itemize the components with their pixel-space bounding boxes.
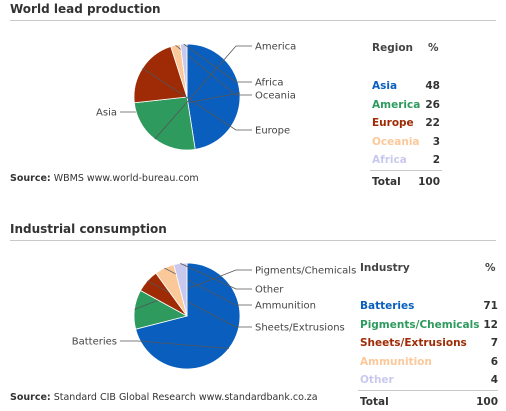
- table-row-value-batteries: 71: [483, 300, 498, 312]
- source-label: Source:: [10, 173, 51, 184]
- leader-line-oceania: [175, 44, 252, 96]
- total-label: Total: [360, 396, 389, 408]
- table-row-label-africa: Africa: [372, 154, 407, 166]
- pie-label-asia: Asia: [96, 108, 117, 119]
- total-divider: [358, 390, 498, 391]
- total-divider: [370, 170, 442, 171]
- source-text: WBMS www.world-bureau.com: [53, 173, 199, 184]
- industry-column-header: Industry: [360, 262, 410, 274]
- table-row-label-pigments-chemicals: Pigments/Chemicals: [360, 318, 480, 331]
- leader-line-america: [154, 45, 252, 140]
- pie-slice-america: [133, 96, 196, 151]
- leader-line-other: [180, 263, 252, 290]
- region-column-header: Region: [372, 42, 414, 54]
- pie-label-africa: Africa: [255, 78, 284, 89]
- world-lead-production-pie: Asia America Europe Oceania Africa: [96, 42, 296, 151]
- leader-line-africa: [183, 43, 252, 83]
- table-row-label-oceania: Oceania: [372, 135, 420, 148]
- consumption-source: Source: Standard CIB Global Research www…: [10, 392, 318, 403]
- percent-column-header: %: [428, 42, 439, 54]
- pie-slice-other: [173, 262, 188, 317]
- pie-label-pigments-chemicals: Pigments/Chemicals: [255, 266, 356, 277]
- source-label: Source:: [10, 392, 51, 403]
- industrial-consumption-pie: Batteries Pigments/Chemicals Sheets/Extrus…: [72, 262, 356, 370]
- total-value: 100: [418, 176, 440, 188]
- table-row-label-other: Other: [360, 374, 394, 386]
- pie-label-sheets-extrusions: Sheets/Extrusions: [255, 323, 345, 334]
- leader-line-ammunition: [164, 267, 252, 306]
- table-row-label-batteries: Batteries: [360, 300, 415, 312]
- percent-column-header: %: [485, 262, 496, 274]
- total-label: Total: [372, 176, 401, 188]
- table-row-value-europe: 22: [425, 117, 440, 129]
- table-row-value-sheets-extrusions: 7: [490, 337, 498, 349]
- leader-line-batteries: [120, 340, 229, 349]
- table-row-value-pigments-chemicals: 12: [483, 318, 498, 331]
- pie-label-oceania: Oceania: [255, 91, 296, 102]
- table-row-value-other: 4: [490, 374, 498, 386]
- table-row-label-asia: Asia: [372, 80, 398, 92]
- section-title-consumption: Industrial consumption: [10, 222, 167, 236]
- section-title-production: World lead production: [10, 2, 161, 16]
- table-row-label-ammunition: Ammunition: [360, 355, 432, 368]
- table-row-label-sheets-extrusions: Sheets/Extrusions: [360, 337, 467, 349]
- pie-label-europe: Europe: [255, 126, 290, 137]
- total-value: 100: [476, 396, 498, 408]
- pie-slice-asia: [186, 43, 241, 150]
- table-row-value-ammunition: 6: [490, 355, 498, 368]
- pie-label-batteries: Batteries: [72, 337, 117, 348]
- table-row-value-asia: 48: [425, 80, 440, 92]
- table-row-value-oceania: 3: [432, 135, 440, 148]
- table-row-value-america: 26: [425, 98, 440, 111]
- section-divider: [10, 20, 496, 21]
- pie-label-ammunition: Ammunition: [255, 301, 316, 312]
- pie-label-other: Other: [255, 285, 284, 296]
- table-row-label-europe: Europe: [372, 117, 414, 129]
- leader-line-europe: [142, 67, 252, 131]
- source-text: Standard CIB Global Research www.standar…: [53, 392, 318, 403]
- pie-label-america: America: [255, 42, 296, 53]
- table-row-label-america: America: [372, 98, 421, 111]
- section-divider: [10, 240, 496, 241]
- production-source: Source: WBMS www.world-bureau.com: [10, 173, 199, 184]
- table-row-value-africa: 2: [432, 154, 440, 166]
